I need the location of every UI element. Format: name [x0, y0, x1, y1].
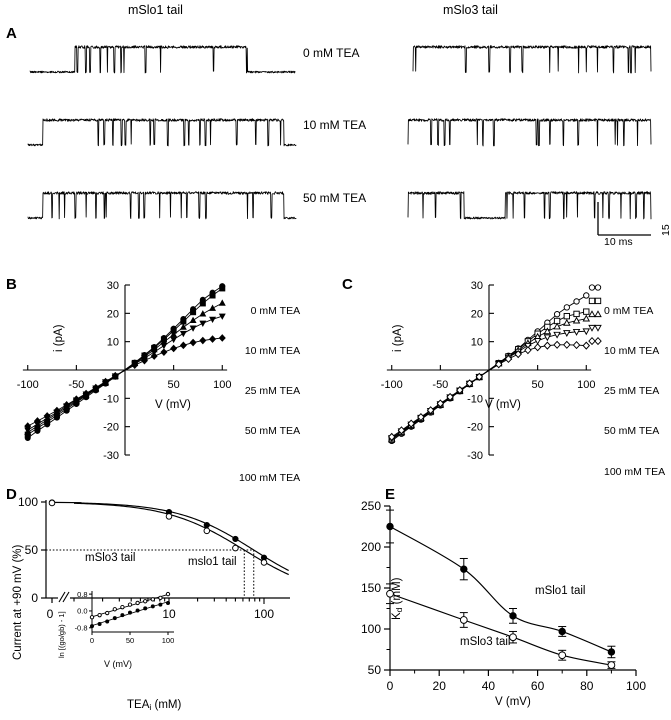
panel-b-xlabel: V (mV) [155, 399, 191, 411]
panel-d-xlabel-text: TEA [127, 699, 150, 711]
svg-text:80: 80 [580, 679, 594, 693]
svg-text:-10: -10 [467, 393, 483, 405]
svg-text:-10: -10 [103, 393, 119, 405]
panel-c-ylabel: i (pA) [392, 324, 404, 352]
panel-letter-e: E [385, 486, 396, 503]
panel-d-xlabel: TEAi (mM) [127, 699, 182, 713]
svg-text:-20: -20 [467, 422, 483, 434]
svg-text:0: 0 [47, 607, 54, 621]
trace-label-0mm: 0 mM TEA [303, 46, 360, 60]
panel-e-chart: 50 100 150 200 250 0 20 40 60 80 100 [361, 499, 646, 693]
panel-c-legend-item-3: 50 mM TEA [604, 425, 660, 438]
panel-letter-c: C [342, 276, 353, 293]
svg-text:-30: -30 [103, 450, 119, 462]
panel-c-legend-item-0: 0 mM TEA [604, 304, 654, 317]
panel-e-ylabel-subscript: d [394, 607, 405, 613]
svg-text:50: 50 [168, 379, 180, 391]
panel-e-ylabel: Kd (mM) [391, 577, 405, 620]
panel-d-chart: 0 50 100 0 10 100 -0.8 0.0 0.8 0 50 100 [18, 495, 290, 645]
panel-d-inset-ylabel: ln [(go/gb) - 1] [57, 611, 66, 658]
svg-text:0: 0 [90, 636, 94, 645]
svg-text:100: 100 [162, 636, 175, 645]
svg-text:0.8: 0.8 [77, 590, 87, 599]
panel-c-legend-item-1: 10 mM TEA [604, 345, 660, 358]
panel-b-legend-item-0: 0 mM TEA [250, 304, 301, 317]
svg-text:100: 100 [577, 379, 595, 391]
scale-bar-vertical-label: 15 pA [660, 223, 671, 236]
panel-c-xlabel: V (mV) [485, 399, 521, 411]
scale-bar [597, 202, 651, 236]
svg-text:20: 20 [471, 308, 483, 320]
svg-text:50: 50 [368, 663, 382, 677]
panel-b-legend-item-2: 25 mM TEA [244, 385, 301, 398]
panel-c-chart: -100 -50 50 100 -30 -20 -10 10 20 30 [381, 280, 602, 462]
column-title-mslo1: mSlo1 tail [128, 3, 183, 17]
panel-b-ylabel: i (pA) [53, 324, 65, 352]
svg-text:100: 100 [254, 607, 274, 621]
trace-label-10mm: 10 mM TEA [303, 118, 367, 132]
panel-b-chart: -100 -50 50 100 -30 -20 -10 10 20 30 [17, 280, 232, 462]
panel-b-legend: 0 mM TEA 10 mM TEA 25 mM TEA 50 mM TEA 1… [239, 278, 300, 512]
panel-b-legend-item-1: 10 mM TEA [244, 345, 301, 358]
svg-text:-50: -50 [432, 379, 448, 391]
svg-text:50: 50 [126, 636, 134, 645]
svg-text:40: 40 [482, 679, 496, 693]
svg-text:250: 250 [361, 499, 381, 513]
svg-text:0.0: 0.0 [77, 607, 87, 616]
svg-text:50: 50 [532, 379, 544, 391]
svg-text:10: 10 [162, 607, 176, 621]
svg-text:100: 100 [213, 379, 231, 391]
svg-text:-100: -100 [381, 379, 403, 391]
trace-label-50mm: 50 mM TEA [303, 191, 367, 205]
panel-d-xlabel-units: (mM) [151, 699, 182, 711]
panel-letter-d: D [6, 486, 17, 503]
svg-text:-0.8: -0.8 [75, 624, 88, 633]
panel-e-curve-label-mslo3: mSlo3 tail [460, 636, 511, 648]
panel-c-legend-item-4: 100 mM TEA [604, 465, 666, 478]
scale-bar-horizontal-label: 10 ms [604, 236, 633, 248]
panel-e-ylabel-text: K [391, 612, 403, 620]
svg-text:10: 10 [471, 337, 483, 349]
panel-d-xlabel-subscript: i [149, 702, 152, 713]
panel-b-legend-item-4: 100 mM TEA [239, 471, 301, 484]
panel-c-legend: 0 mM TEA 10 mM TEA 25 mM TEA 50 mM TEA 1… [604, 278, 665, 506]
panel-d-curve-label-mslo3: mSlo3 tail [85, 552, 136, 564]
panel-e-ylabel-units: (mM) [391, 577, 403, 608]
panel-d-ylabel: Current at +90 mV (%) [12, 544, 24, 660]
column-title-mslo3: mSlo3 tail [443, 3, 498, 17]
svg-text:30: 30 [107, 280, 119, 292]
svg-text:20: 20 [433, 679, 447, 693]
panel-e-xlabel: V (mV) [495, 696, 531, 708]
panel-d-inset-xlabel: V (mV) [104, 659, 132, 669]
svg-text:10: 10 [107, 337, 119, 349]
panel-letter-b: B [6, 276, 17, 293]
svg-text:50: 50 [25, 543, 39, 557]
svg-text:100: 100 [361, 622, 381, 636]
panel-letter-a: A [6, 25, 17, 42]
svg-text:-20: -20 [103, 422, 119, 434]
panel-a-traces [27, 45, 652, 236]
svg-text:200: 200 [361, 540, 381, 554]
svg-text:0: 0 [31, 591, 38, 605]
svg-text:30: 30 [471, 280, 483, 292]
panel-d-curve-label-mslo1: mslo1 tail [188, 556, 237, 568]
panel-c-legend-item-2: 25 mM TEA [604, 385, 660, 398]
svg-text:60: 60 [531, 679, 545, 693]
svg-text:0: 0 [387, 679, 394, 693]
svg-text:150: 150 [361, 581, 381, 595]
svg-text:100: 100 [18, 495, 38, 509]
svg-text:-100: -100 [17, 379, 39, 391]
panel-b-legend-item-3: 50 mM TEA [244, 425, 301, 438]
svg-text:-50: -50 [68, 379, 84, 391]
panel-e-curve-label-mslo1: mSlo1 tail [535, 585, 586, 597]
svg-text:-30: -30 [467, 450, 483, 462]
svg-text:20: 20 [107, 308, 119, 320]
svg-text:100: 100 [626, 679, 646, 693]
